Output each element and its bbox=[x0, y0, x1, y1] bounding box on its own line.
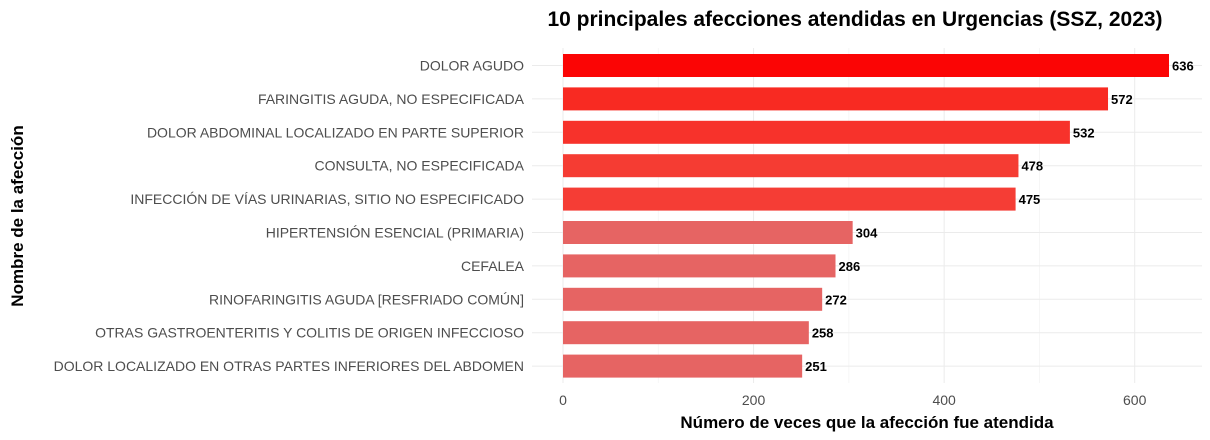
category-label: CEFALEA bbox=[461, 258, 525, 274]
x-tick-label: 0 bbox=[559, 392, 567, 408]
category-label: DOLOR LOCALIZADO EN OTRAS PARTES INFERIO… bbox=[54, 358, 524, 374]
value-labels: 636 572 532 478 475 304 286 272 258 251 bbox=[805, 59, 1194, 375]
chart-title: 10 principales afecciones atendidas en U… bbox=[547, 8, 1162, 31]
category-label: RINOFARINGITIS AGUDA [RESFRIADO COMÚN] bbox=[209, 291, 524, 307]
data-label: 478 bbox=[1021, 159, 1043, 174]
bar bbox=[563, 54, 1169, 77]
bar bbox=[563, 120, 1070, 144]
bar bbox=[563, 221, 853, 244]
data-label: 286 bbox=[839, 259, 861, 274]
data-label: 304 bbox=[856, 226, 878, 241]
category-labels: DOLOR AGUDO FARINGITIS AGUDA, NO ESPECIFI… bbox=[54, 58, 525, 375]
x-tick-label: 200 bbox=[742, 392, 766, 408]
bar bbox=[563, 287, 823, 311]
bars bbox=[563, 54, 1169, 378]
x-tick-label: 600 bbox=[1123, 392, 1147, 408]
x-tick-label: 400 bbox=[932, 392, 956, 408]
category-label: INFECCIÓN DE VÍAS URINARIAS, SITIO NO ES… bbox=[130, 191, 524, 207]
category-label: FARINGITIS AGUDA, NO ESPECIFICADA bbox=[258, 91, 525, 107]
data-label: 636 bbox=[1172, 59, 1194, 74]
bar bbox=[563, 321, 809, 345]
data-label: 475 bbox=[1019, 192, 1041, 207]
bar bbox=[563, 187, 1016, 211]
category-label: DOLOR AGUDO bbox=[420, 58, 524, 74]
bar bbox=[563, 154, 1019, 178]
bar bbox=[563, 87, 1109, 111]
data-label: 251 bbox=[805, 359, 827, 374]
category-label: CONSULTA, NO ESPECIFICADA bbox=[314, 158, 524, 174]
x-axis-ticks: 0 200 400 600 bbox=[559, 392, 1146, 408]
data-label: 572 bbox=[1111, 92, 1133, 107]
category-label: DOLOR ABDOMINAL LOCALIZADO EN PARTE SUPE… bbox=[147, 124, 524, 140]
y-axis-title: Nombre de la afección bbox=[8, 125, 27, 306]
category-label: OTRAS GASTROENTERITIS Y COLITIS DE ORIGE… bbox=[95, 325, 524, 341]
x-axis-title: Número de veces que la afección fue aten… bbox=[680, 413, 1054, 432]
data-label: 258 bbox=[812, 326, 834, 341]
data-label: 532 bbox=[1073, 125, 1095, 140]
bar bbox=[563, 254, 836, 278]
category-label: HIPERTENSIÓN ESENCIAL (PRIMARIA) bbox=[266, 225, 524, 241]
data-label: 272 bbox=[825, 292, 847, 307]
bar bbox=[563, 354, 803, 378]
